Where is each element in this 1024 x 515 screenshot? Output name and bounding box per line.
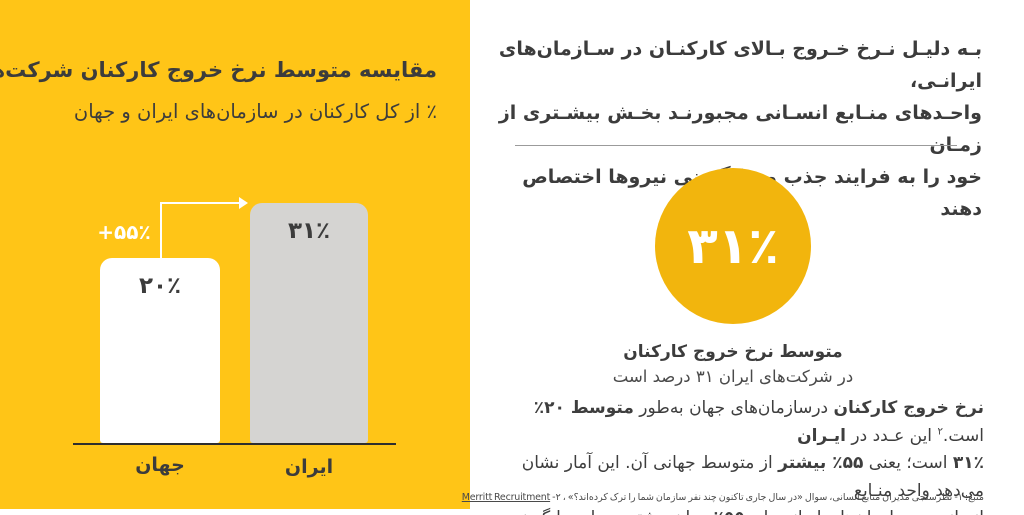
bar-world-value: ۲۰٪ xyxy=(138,273,182,299)
divider-line xyxy=(515,145,957,146)
text-segment: نرخ خروج کارکنان xyxy=(833,398,984,418)
text-segment: متوسط ۲۰٪ xyxy=(533,398,634,418)
body-paragraph: نرخ خروج کارکنان درسازمان‌های جهان به‌طو… xyxy=(498,395,984,515)
arrow-line-vertical xyxy=(160,203,162,259)
text-panel: بـه دلیـل نـرخ خـروج بـالای کارکنـان در … xyxy=(462,0,1024,515)
arrow-line-horizontal xyxy=(160,202,240,204)
text-segment: از متوسط جهانی آن. این آمار نشان می‌دهد … xyxy=(521,453,984,501)
delta-label: +۵۵٪ xyxy=(97,220,151,244)
text-segment: انسانی در سازمان‌های ایرانی باید xyxy=(745,508,984,515)
source-link[interactable]: Merritt Recruitment xyxy=(461,492,551,503)
text-segment: درسازمان‌های جهان به‌طور xyxy=(633,398,834,418)
chart-subtitle: ٪ از کل کارکنان در سازمان‌های ایران و جه… xyxy=(73,100,437,123)
text-segment: ۳۱٪ xyxy=(952,453,984,473)
text-segment: واحـدهای منـابع انسـانی مجبورنـد بخـش بی… xyxy=(498,102,982,156)
stat-caption-title: متوسط نرخ خروج کارکنان xyxy=(623,342,843,362)
text-segment: ایـران xyxy=(797,425,847,446)
text-segment: منبع: ۱- نظرسنجی مدیران منابع انسانی، سو… xyxy=(550,492,984,503)
text-segment: بـه دلیـل نـرخ خـروج بـالای کارکنـان در … xyxy=(498,38,982,92)
text-segment: این عـدد در xyxy=(846,425,938,446)
chart-title: مقایسه متوسط نرخ خروج کارکنان شرکت‌ها xyxy=(0,58,437,82)
text-segment: است؛ یعنی xyxy=(863,453,953,473)
text-segment: ۵۵٪ بیشتر xyxy=(778,453,864,473)
category-label-world: جهان xyxy=(135,454,185,476)
text-segment: است. xyxy=(942,425,984,446)
text-segment: زمان بیشتری برای جایگزینی نیروهای سازمان xyxy=(509,508,984,515)
text-segment: ۲ xyxy=(937,425,943,437)
source-footnote: منبع: ۱- نظرسنجی مدیران منابع انسانی، سو… xyxy=(462,492,984,503)
x-axis xyxy=(73,443,396,445)
stat-caption-sub: در شرکت‌های ایران ۳۱ درصد است xyxy=(612,367,854,386)
bar-iran: ۳۱٪ xyxy=(250,203,368,443)
bar-iran-value: ۳۱٪ xyxy=(287,218,331,244)
stat-value: ۳۱٪ xyxy=(687,217,779,275)
bar-world: ۲۰٪ xyxy=(100,258,220,443)
stat-circle: ۳۱٪ xyxy=(655,168,811,324)
chart-panel: مقایسه متوسط نرخ خروج کارکنان شرکت‌ها ٪ … xyxy=(0,0,470,509)
arrow-head-icon xyxy=(239,197,248,209)
text-segment: ۵۵٪ xyxy=(713,508,744,515)
category-label-iran: ایران xyxy=(284,456,334,478)
